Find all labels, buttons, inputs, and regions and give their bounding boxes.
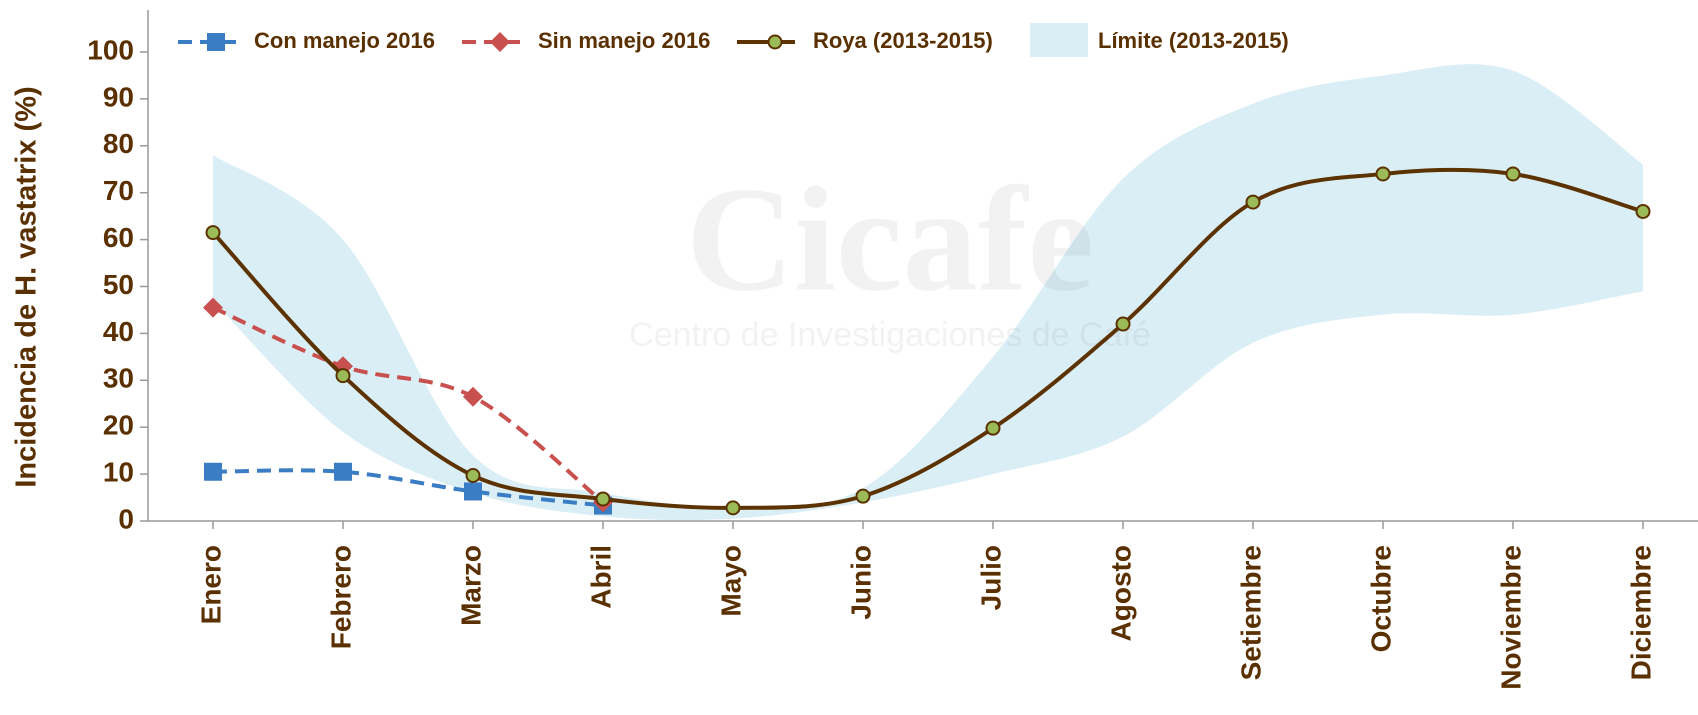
y-tick-label: 100 xyxy=(87,34,134,65)
legend-label: Con manejo 2016 xyxy=(254,28,435,53)
watermark: Cicafe Centro de Investigaciones de Café xyxy=(629,156,1151,354)
y-tick-label: 50 xyxy=(103,269,134,300)
x-tick-label: Diciembre xyxy=(1625,545,1656,680)
series xyxy=(204,462,612,515)
legend-label: Límite (2013-2015) xyxy=(1098,28,1289,53)
x-tick-label: Abril xyxy=(585,545,616,609)
y-tick-label: 60 xyxy=(103,222,134,253)
y-tick-label: 40 xyxy=(103,316,134,347)
marker xyxy=(463,386,483,407)
marker xyxy=(204,462,222,481)
marker xyxy=(725,500,741,516)
marker xyxy=(464,482,482,501)
y-tick-label: 80 xyxy=(103,128,134,159)
legend: Con manejo 2016 Sin manejo 2016 Roya (2013… xyxy=(178,23,1289,57)
x-tick-label: Febrero xyxy=(325,545,356,649)
marker xyxy=(205,225,221,241)
marker xyxy=(490,32,510,52)
x-tick-label: Noviembre xyxy=(1495,545,1526,690)
x-tick-label: Enero xyxy=(195,545,226,624)
series xyxy=(205,166,1651,516)
x-tick-label: Julio xyxy=(975,545,1006,610)
marker xyxy=(1505,166,1521,182)
marker xyxy=(985,420,1001,436)
x-tick-label: Mayo xyxy=(715,545,746,617)
marker xyxy=(465,468,481,484)
marker xyxy=(207,33,225,51)
x-tick-label: Setiembre xyxy=(1235,545,1266,680)
series-line xyxy=(212,468,604,508)
legend-label: Roya (2013-2015) xyxy=(813,28,993,53)
y-tick-label: 20 xyxy=(103,410,134,441)
x-tick-label: Octubre xyxy=(1365,545,1396,652)
x-tick-label: Marzo xyxy=(455,545,486,626)
watermark-text: Centro de Investigaciones de Café xyxy=(629,316,1151,354)
x-tick-label: Agosto xyxy=(1105,545,1136,641)
marker xyxy=(335,368,351,384)
legend-swatch xyxy=(1030,23,1088,57)
marker xyxy=(334,462,352,481)
y-tick-label: 10 xyxy=(103,456,134,487)
x-tick-label: Junio xyxy=(845,545,876,620)
legend-label: Sin manejo 2016 xyxy=(538,28,710,53)
marker xyxy=(595,491,611,507)
marker xyxy=(767,34,783,50)
limit-band xyxy=(213,64,1643,521)
y-tick-label: 90 xyxy=(103,81,134,112)
marker xyxy=(1245,194,1261,210)
y-axis-label: Incidencia de H. vastatrix (%) xyxy=(11,86,43,487)
marker xyxy=(203,297,223,318)
watermark-logo: Cicafe xyxy=(686,156,1094,322)
marker xyxy=(855,488,871,504)
y-tick-label: 0 xyxy=(118,503,134,534)
y-tick-label: 70 xyxy=(103,175,134,206)
y-tick-label: 30 xyxy=(103,363,134,394)
marker xyxy=(1635,203,1651,219)
marker xyxy=(1115,316,1131,332)
marker xyxy=(1375,166,1391,182)
